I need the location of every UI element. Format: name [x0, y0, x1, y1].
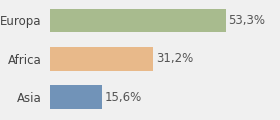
- Text: 31,2%: 31,2%: [156, 52, 193, 65]
- Text: 53,3%: 53,3%: [228, 14, 266, 27]
- Bar: [50, 47, 153, 71]
- Bar: [50, 85, 102, 109]
- Text: 15,6%: 15,6%: [104, 91, 142, 104]
- Bar: [50, 9, 226, 32]
